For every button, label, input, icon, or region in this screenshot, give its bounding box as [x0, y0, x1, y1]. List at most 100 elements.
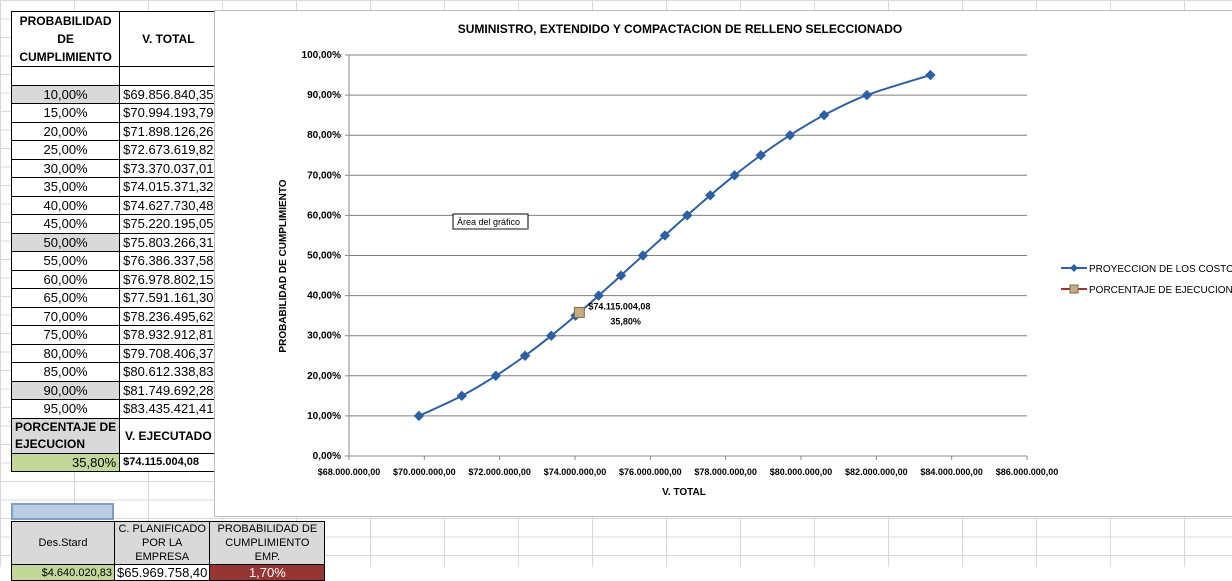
- x-tick-label: $74.000.000,00: [544, 467, 607, 477]
- pct-cell[interactable]: 60,00%: [10, 269, 121, 289]
- value-cell[interactable]: $75.220.195,05: [119, 214, 218, 234]
- pct-cell[interactable]: 35,00%: [10, 177, 121, 197]
- value-cell[interactable]: $71.898.126,26: [119, 121, 218, 141]
- value-cell[interactable]: $72.673.619,82: [119, 140, 218, 160]
- legend-marker-ejecucion: [1069, 284, 1079, 294]
- selected-cell[interactable]: [11, 503, 114, 520]
- gridlines: [345, 54, 1028, 460]
- header-probability[interactable]: PROBABILIDAD DE CUMPLIMIENTO: [10, 11, 121, 67]
- desv-header[interactable]: Des.Stard: [11, 521, 115, 565]
- ejecutado-header[interactable]: V. EJECUTADO: [119, 417, 218, 454]
- value-cell[interactable]: $74.015.371,32: [119, 177, 218, 197]
- series-point-marker: [861, 89, 873, 101]
- table-row: 85,00% $80.612.338,83: [10, 362, 218, 382]
- pct-cell[interactable]: 15,00%: [10, 103, 121, 123]
- table-row: 75,00% $78.932.912,81: [10, 325, 218, 345]
- series-point-marker: [925, 69, 936, 81]
- x-tick-label: $78.000.000,00: [694, 467, 757, 477]
- probability-table: PROBABILIDAD DE CUMPLIMIENTO V. TOTAL 10…: [10, 11, 218, 472]
- chart-svg: SUMINISTRO, EXTENDIDO Y COMPACTACION DE …: [278, 22, 1232, 498]
- porcentaje-value[interactable]: 35,80%: [10, 452, 121, 472]
- header-total[interactable]: V. TOTAL: [119, 11, 218, 67]
- ejecutado-value[interactable]: $74.115.004,08: [119, 452, 218, 472]
- porcentaje-header[interactable]: PORCENTAJE DE EJECUCION: [10, 417, 121, 454]
- pct-cell[interactable]: 65,00%: [10, 288, 121, 308]
- bottom-table: Des.Stard C. PLANIFICADO POR LA EMPRESA …: [11, 521, 326, 581]
- y-tick-label: 50,00%: [307, 251, 341, 262]
- planificado-header-line2: POR LA EMPRESA: [135, 537, 190, 563]
- prob-emp-header[interactable]: PROBABILIDAD DE CUMPLIMIENTO EMP.: [209, 521, 326, 565]
- legend-label-ejecucion: PORCENTAJE DE EJECUCION: [1089, 285, 1232, 296]
- pct-cell[interactable]: 95,00%: [10, 399, 121, 419]
- value-cell[interactable]: $80.612.338,83: [119, 362, 218, 382]
- value-cell[interactable]: $76.386.337,58: [119, 251, 218, 271]
- porcentaje-header-line2: EJECUCION: [15, 436, 86, 451]
- porcentaje-header-line1: PORCENTAJE DE: [15, 419, 117, 434]
- value-cell[interactable]: $70.994.193,79: [119, 103, 218, 123]
- series-point-marker: [456, 390, 467, 402]
- table-row: 25,00% $72.673.619,82: [10, 140, 218, 160]
- value-cell[interactable]: $81.749.692,28: [119, 380, 218, 400]
- x-axis-label: V. TOTAL: [662, 487, 706, 498]
- table-row: 50,00% $75.803.266,31: [10, 232, 218, 252]
- value-cell[interactable]: $78.236.495,62: [119, 306, 218, 326]
- series-point-marker: [755, 150, 767, 161]
- ejecucion-data-label-value: $74.115.004,08: [588, 301, 650, 311]
- tooltip-text: Área del gráfico: [457, 217, 520, 227]
- table-row: 40,00% $74.627.730,48: [10, 195, 218, 215]
- chart-title: SUMINISTRO, EXTENDIDO Y COMPACTACION DE …: [458, 22, 902, 36]
- value-cell[interactable]: $73.370.037,01: [119, 158, 218, 178]
- planificado-header[interactable]: C. PLANIFICADO POR LA EMPRESA: [113, 521, 211, 565]
- series-point-marker: [615, 270, 627, 281]
- table-row: 60,00% $76.978.802,15: [10, 269, 218, 289]
- series-point-marker: [705, 190, 716, 201]
- table-row: 55,00% $76.386.337,58: [10, 251, 218, 271]
- header-prob-line2: DE: [57, 32, 74, 46]
- pct-cell[interactable]: 70,00%: [10, 306, 121, 326]
- series-point-marker: [729, 170, 740, 181]
- chart-tooltip: Área del gráfico: [452, 213, 529, 230]
- y-tick-label: 60,00%: [307, 210, 341, 221]
- empty-cell[interactable]: [10, 66, 121, 86]
- pct-cell[interactable]: 50,00%: [10, 232, 121, 252]
- series-point-marker: [593, 290, 604, 301]
- pct-cell[interactable]: 25,00%: [10, 140, 121, 160]
- header-prob-line3: CUMPLIMIENTO: [19, 50, 112, 64]
- ejecucion-data-label-pct: 35,80%: [610, 316, 641, 326]
- value-cell[interactable]: $77.591.161,30: [119, 288, 218, 308]
- chart-area[interactable]: SUMINISTRO, EXTENDIDO Y COMPACTACION DE …: [214, 10, 1232, 517]
- table-row: 20,00% $71.898.126,26: [10, 121, 218, 141]
- y-tick-label: 90,00%: [307, 90, 341, 101]
- value-cell[interactable]: $74.627.730,48: [119, 195, 218, 215]
- pct-cell[interactable]: 30,00%: [10, 158, 121, 178]
- data-labels: $74.115.004,08 35,80%: [588, 301, 650, 326]
- value-cell[interactable]: $79.708.406,37: [119, 343, 218, 363]
- y-tick-label: 30,00%: [307, 331, 341, 342]
- value-cell[interactable]: $83.435.421,41: [119, 399, 218, 419]
- empty-cell[interactable]: [119, 66, 218, 86]
- pct-cell[interactable]: 45,00%: [10, 214, 121, 234]
- pct-cell[interactable]: 20,00%: [10, 121, 121, 141]
- series-point-marker: [413, 410, 425, 422]
- value-cell[interactable]: $69.856.840,35: [119, 84, 218, 104]
- series-point-marker: [659, 230, 671, 241]
- value-cell[interactable]: $76.978.802,15: [119, 269, 218, 289]
- series-line-proyeccion: [418, 74, 931, 417]
- series-point-marker: [681, 210, 693, 221]
- legend-label-proyeccion: PROYECCION DE LOS COSTOS: [1089, 264, 1232, 275]
- markers: [413, 69, 936, 422]
- value-cell[interactable]: $78.932.912,81: [119, 325, 218, 345]
- table-row: 90,00% $81.749.692,28: [10, 380, 218, 400]
- pct-cell[interactable]: 10,00%: [10, 84, 121, 104]
- pct-cell[interactable]: 75,00%: [10, 325, 121, 345]
- table-row: 30,00% $73.370.037,01: [10, 158, 218, 178]
- pct-cell[interactable]: 80,00%: [10, 343, 121, 363]
- planificado-header-line1: C. PLANIFICADO: [118, 523, 206, 535]
- pct-cell[interactable]: 55,00%: [10, 251, 121, 271]
- pct-cell[interactable]: 40,00%: [10, 195, 121, 215]
- table-row: 65,00% $77.591.161,30: [10, 288, 218, 308]
- series-point-marker: [546, 330, 557, 341]
- pct-cell[interactable]: 85,00%: [10, 362, 121, 382]
- pct-cell[interactable]: 90,00%: [10, 380, 121, 400]
- value-cell[interactable]: $75.803.266,31: [119, 232, 218, 252]
